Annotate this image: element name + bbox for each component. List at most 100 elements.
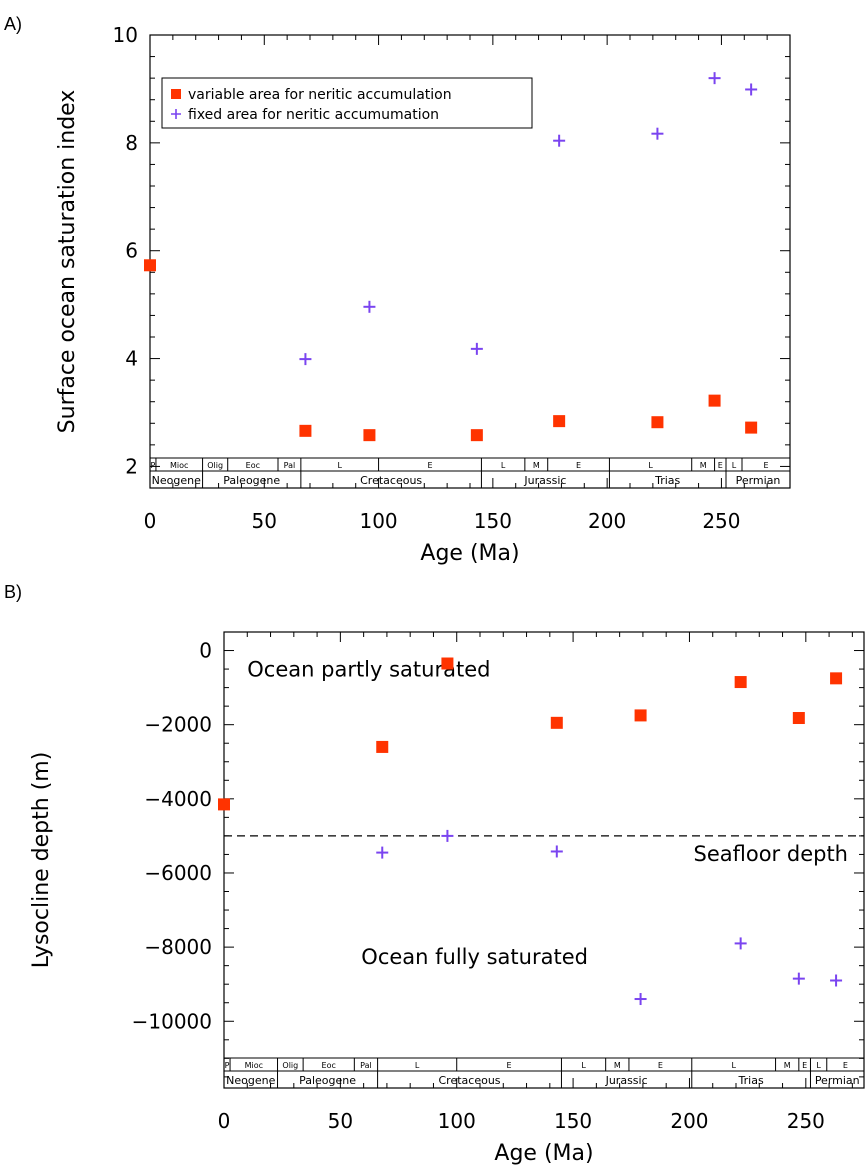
timescale-period-label: L <box>731 1061 736 1070</box>
x-axis-title: Age (Ma) <box>494 1141 593 1166</box>
data-point-square <box>553 415 566 428</box>
x-tick-label: 250 <box>702 509 740 533</box>
timescale-period-label: E <box>576 461 581 470</box>
data-point-plus <box>553 134 566 147</box>
data-point-square <box>830 672 843 685</box>
x-tick-label: 200 <box>588 509 626 533</box>
timescale-period-label: L <box>581 1061 586 1070</box>
timescale-era-label: Jurassic <box>523 474 566 487</box>
timescale-period-label: Eoc <box>246 461 260 470</box>
legend-entry-label: fixed area for neritic accumumation <box>188 107 439 123</box>
timescale-period-label: Mioc <box>170 461 188 470</box>
chart-a-saturation-index: 0 50 100 150 200 250 2 4 6 8 10 Age (Ma) Surface oce… <box>55 23 791 566</box>
y-axis-title: Surface ocean saturation index <box>55 90 80 434</box>
timescale-period-label: E <box>427 461 432 470</box>
annotation-text: Ocean partly saturated <box>247 657 490 681</box>
timescale-period-label: P <box>225 1061 230 1070</box>
x-tick-label: 0 <box>218 1109 231 1133</box>
data-point-plus <box>376 846 389 859</box>
x-tick-label: 50 <box>252 509 277 533</box>
x-tick-label: 0 <box>144 509 157 533</box>
timescale-era-label: Paleogene <box>223 474 280 487</box>
data-point-plus <box>830 974 843 987</box>
timescale-period-label: L <box>415 1061 420 1070</box>
timescale-period-label: E <box>763 461 768 470</box>
timescale-period-label: Olig <box>282 1061 298 1070</box>
timescale-period-label: E <box>843 1061 848 1070</box>
timescale-period-label: M <box>700 461 707 470</box>
y-tick-label: 6 <box>125 239 138 263</box>
annotation-text: Ocean fully saturated <box>361 945 588 969</box>
timescale-era-label: Cretaceous <box>360 474 422 487</box>
seafloor-depth-label: Seafloor depth <box>694 842 848 866</box>
timescale-period-label: M <box>614 1061 621 1070</box>
x-tick-label: 250 <box>787 1109 825 1133</box>
timescale-period-label: Olig <box>207 461 223 470</box>
timescale-period-label: L <box>732 461 737 470</box>
timescale-period-label: E <box>802 1061 807 1070</box>
data-point-square <box>708 394 721 407</box>
x-axis-title: Age (Ma) <box>420 541 519 566</box>
data-point-plus <box>792 972 805 985</box>
timescale-period-label: Pal <box>284 461 296 470</box>
plot-frame <box>223 631 865 1089</box>
data-point-square <box>218 798 230 811</box>
data-point-plus <box>708 72 721 85</box>
timescale-era-label: Neogene <box>152 474 201 487</box>
data-point-square <box>441 657 454 670</box>
timescale-era-label: Permian <box>815 1074 860 1087</box>
data-point-plus <box>734 937 747 950</box>
data-point-plus <box>651 127 664 140</box>
data-point-square <box>299 424 312 437</box>
data-point-square <box>550 716 563 729</box>
timescale-era-label: Paleogene <box>299 1074 356 1087</box>
data-point-square <box>363 429 376 442</box>
timescale-era-label: Jurassic <box>605 1074 648 1087</box>
timescale-era-label: Trias <box>738 1074 764 1087</box>
timescale-era-label: Trias <box>654 474 680 487</box>
data-point-square <box>734 676 747 689</box>
y-tick-label: −10000 <box>132 1009 212 1033</box>
y-tick-label: 8 <box>125 131 138 155</box>
y-tick-label: 2 <box>125 454 138 478</box>
timescale-period-label: Eoc <box>322 1061 336 1070</box>
data-point-plus <box>634 993 647 1006</box>
x-tick-label: 100 <box>438 1109 476 1133</box>
legend-entry-label: variable area for neritic accumulation <box>188 87 452 103</box>
timescale-period-label: M <box>533 461 540 470</box>
timescale-period-label: E <box>507 1061 512 1070</box>
timescale-period-label: Pal <box>360 1061 372 1070</box>
legend-plus-marker <box>171 109 181 119</box>
data-point-plus <box>745 83 758 96</box>
timescale-era-label: Permian <box>736 474 781 487</box>
chart-b-lysocline-depth: 0 50 100 150 200 250 0 −2000 −4000 −6000 −8000 −100… <box>29 631 865 1166</box>
y-tick-label: 0 <box>199 639 212 663</box>
timescale-period-label: L <box>337 461 342 470</box>
data-point-plus <box>363 300 376 313</box>
timescale-period-label: P <box>151 461 156 470</box>
timescale-era-label: Cretaceous <box>439 1074 501 1087</box>
data-point-square <box>745 421 758 434</box>
data-point-square <box>144 259 156 272</box>
timescale-period-label: L <box>648 461 653 470</box>
y-tick-label: −2000 <box>144 713 212 737</box>
data-point-square <box>470 429 483 442</box>
timescale-era-label: Neogene <box>226 1074 275 1087</box>
data-point-plus <box>441 829 454 842</box>
timescale-period-label: E <box>718 461 723 470</box>
timescale-period-label: E <box>658 1061 663 1070</box>
x-tick-label: 150 <box>554 1109 592 1133</box>
y-tick-label: −6000 <box>144 861 212 885</box>
data-point-plus <box>470 342 483 355</box>
y-tick-label: 4 <box>125 347 138 371</box>
timescale-period-label: L <box>501 461 506 470</box>
x-tick-label: 100 <box>359 509 397 533</box>
data-point-square <box>651 416 664 429</box>
data-point-plus <box>299 353 312 366</box>
legend-square-marker <box>171 89 181 99</box>
x-tick-label: 50 <box>328 1109 353 1133</box>
data-point-plus <box>550 845 563 858</box>
timescale-period-label: Mioc <box>245 1061 263 1070</box>
y-axis-title: Lysocline depth (m) <box>29 752 54 969</box>
panel-b-label: B) <box>4 582 22 602</box>
